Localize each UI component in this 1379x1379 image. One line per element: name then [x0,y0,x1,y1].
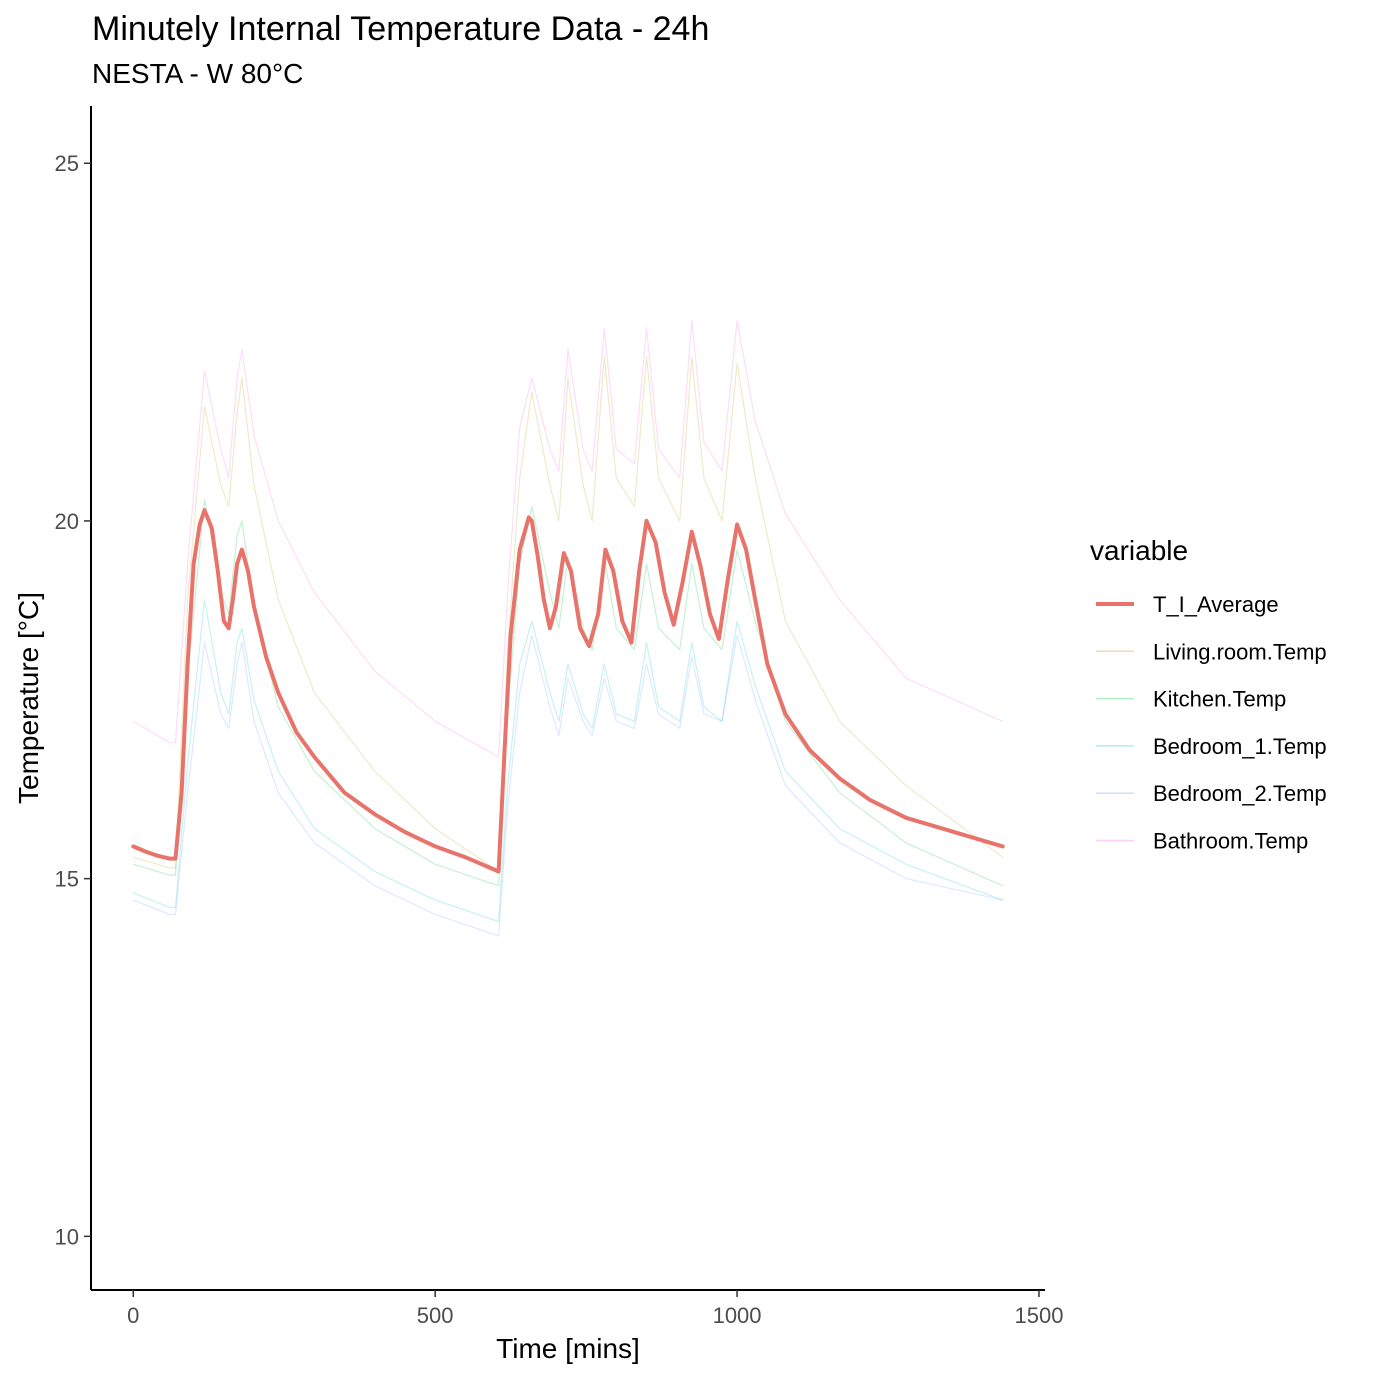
series-line-bedroom-2-temp [132,634,1004,937]
series-line-bedroom-1-temp [132,598,1004,923]
legend-label: Bathroom.Temp [1153,829,1308,854]
y-tick-label: 25 [55,151,79,176]
series-line-bathroom-temp [132,320,1004,758]
axes-layer [90,106,1045,1291]
y-axis-title: Temperature [°C] [13,592,44,804]
legend-label: T_I_Average [1153,592,1279,617]
x-tick-label: 1500 [1014,1303,1063,1328]
y-tick-label: 15 [55,867,79,892]
chart-title: Minutely Internal Temperature Data - 24h [92,10,710,48]
legend-label: Kitchen.Temp [1153,687,1286,712]
x-tick-label: 500 [417,1303,454,1328]
series-line-kitchen-temp [132,498,1004,887]
y-tick-label: 10 [55,1224,79,1249]
series-layer [131,320,1005,937]
legend-label: Living.room.Temp [1153,639,1327,664]
series-line-living-room-temp [132,355,1004,873]
legend-title: variable [1090,535,1188,566]
ticks-layer: 0 500 1000 1500 10 15 20 25 [55,151,1064,1328]
series-line-t-i-average [131,508,1005,874]
y-tick-label: 20 [55,509,79,534]
legend-label: Bedroom_1.Temp [1153,734,1327,759]
x-tick-label: 0 [127,1303,139,1328]
legend: variable T_I_Average Living.room.Temp Kitc… [1090,535,1327,854]
legend-label: Bedroom_2.Temp [1153,781,1327,806]
chart-subtitle: NESTA - W 80°C [92,58,304,89]
x-tick-label: 1000 [713,1303,762,1328]
x-axis-title: Time [mins] [496,1333,640,1364]
legend-items: T_I_Average Living.room.Temp Kitchen.Temp B… [1096,592,1327,854]
